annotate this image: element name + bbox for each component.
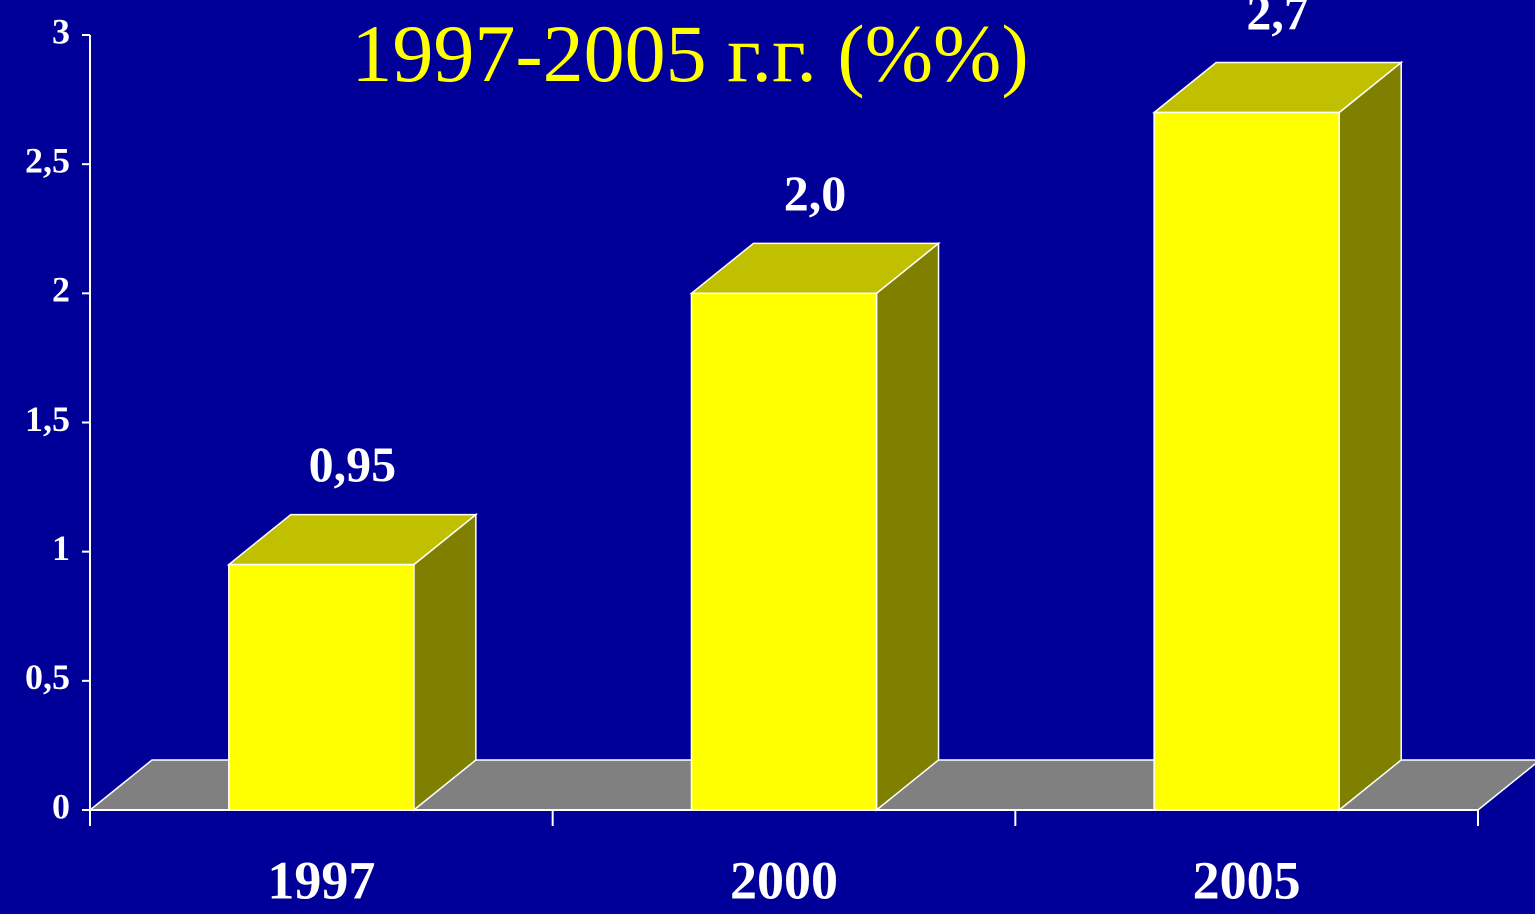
bar-side [413, 513, 477, 812]
bar [228, 563, 415, 811]
value-label: 0,95 [309, 436, 397, 492]
y-tick-label: 2,5 [25, 140, 70, 180]
y-tick-label: 1 [52, 528, 70, 568]
bar [690, 292, 878, 811]
y-tick-label: 0 [52, 786, 70, 826]
x-tick-label: 1997 [267, 850, 375, 910]
value-label: 2,0 [784, 165, 847, 221]
bar [1153, 111, 1340, 811]
value-label: 2,7 [1246, 0, 1309, 40]
y-tick-label: 0,5 [25, 657, 70, 697]
y-tick-label: 2 [52, 270, 70, 310]
x-tick-label: 2000 [730, 850, 838, 910]
x-tick-label: 2005 [1193, 850, 1301, 910]
y-tick-label: 1,5 [25, 399, 70, 439]
y-tick-label: 3 [52, 11, 70, 51]
bar-side [875, 241, 940, 812]
bar-side [1338, 60, 1402, 812]
chart-title: 1997-2005 г.г. (%%) [351, 8, 1028, 99]
